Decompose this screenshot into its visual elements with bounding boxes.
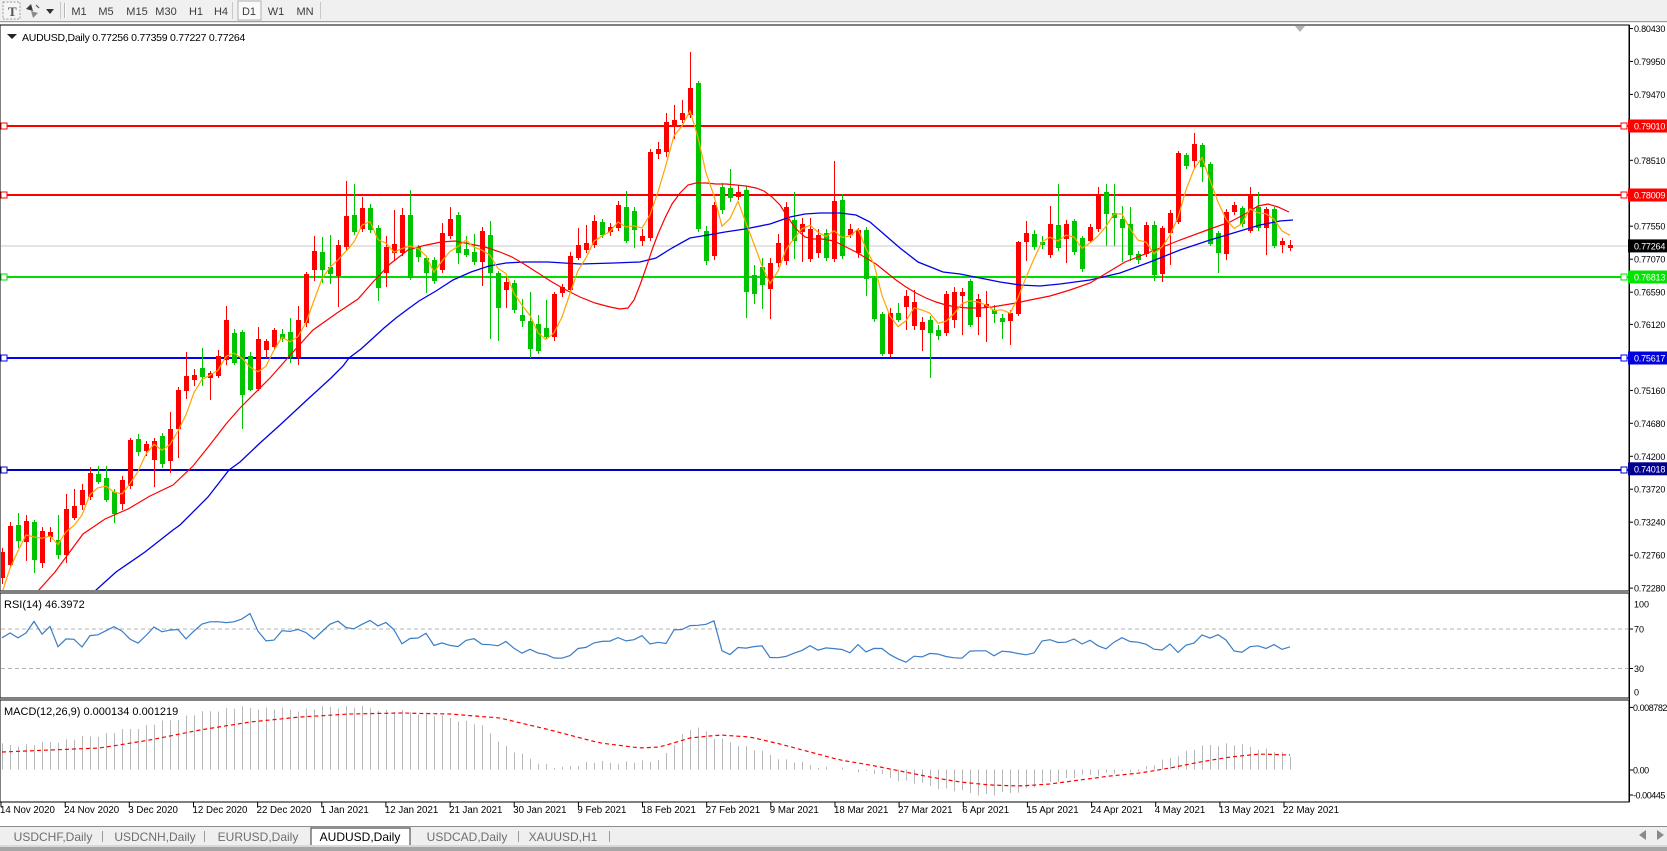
svg-text:27 Feb 2021: 27 Feb 2021 (706, 805, 760, 816)
svg-text:0.75160: 0.75160 (1634, 386, 1665, 396)
svg-text:T: T (8, 4, 17, 19)
svg-text:0.72760: 0.72760 (1634, 551, 1665, 561)
svg-text:D1: D1 (242, 6, 256, 18)
svg-text:0.008782: 0.008782 (1633, 703, 1667, 713)
svg-text:H4: H4 (214, 6, 228, 18)
svg-text:RSI(14) 46.3972: RSI(14) 46.3972 (4, 599, 85, 611)
svg-text:0: 0 (1634, 688, 1639, 698)
svg-text:0.78510: 0.78510 (1634, 156, 1665, 166)
svg-text:USDCAD,Daily: USDCAD,Daily (427, 830, 508, 844)
svg-text:6 Apr 2021: 6 Apr 2021 (962, 805, 1009, 816)
svg-text:22 May 2021: 22 May 2021 (1283, 805, 1339, 816)
svg-text:0.74680: 0.74680 (1634, 419, 1665, 429)
svg-text:30 Jan 2021: 30 Jan 2021 (513, 805, 566, 816)
svg-text:0.74018: 0.74018 (1634, 464, 1665, 474)
svg-text:USDCNH,Daily: USDCNH,Daily (114, 830, 195, 844)
svg-text:0.73240: 0.73240 (1634, 518, 1665, 528)
svg-text:MACD(12,26,9) 0.000134 0.00121: MACD(12,26,9) 0.000134 0.001219 (4, 706, 178, 718)
svg-text:EURUSD,Daily: EURUSD,Daily (218, 830, 299, 844)
svg-text:1 Jan 2021: 1 Jan 2021 (321, 805, 369, 816)
svg-text:27 Mar 2021: 27 Mar 2021 (898, 805, 952, 816)
svg-text:0.77264: 0.77264 (1634, 241, 1665, 251)
svg-text:3 Dec 2020: 3 Dec 2020 (128, 805, 178, 816)
svg-text:0.77550: 0.77550 (1634, 222, 1665, 232)
svg-text:22 Dec 2020: 22 Dec 2020 (257, 805, 313, 816)
svg-text:24 Nov 2020: 24 Nov 2020 (64, 805, 120, 816)
svg-text:M30: M30 (155, 6, 176, 18)
svg-text:H1: H1 (189, 6, 203, 18)
svg-text:0.74200: 0.74200 (1634, 452, 1665, 462)
svg-text:0.73720: 0.73720 (1634, 485, 1665, 495)
svg-text:-0.00445: -0.00445 (1633, 791, 1665, 801)
svg-text:18 Feb 2021: 18 Feb 2021 (642, 805, 696, 816)
svg-text:9 Mar 2021: 9 Mar 2021 (770, 805, 819, 816)
svg-text:0.78009: 0.78009 (1634, 191, 1665, 201)
svg-text:0.00: 0.00 (1633, 766, 1649, 776)
svg-text:0.76590: 0.76590 (1634, 288, 1665, 298)
svg-text:14 Nov 2020: 14 Nov 2020 (0, 805, 56, 816)
svg-text:0.75617: 0.75617 (1634, 354, 1665, 364)
svg-text:AUDUSD,Daily: AUDUSD,Daily (320, 830, 401, 844)
svg-text:13 May 2021: 13 May 2021 (1219, 805, 1275, 816)
svg-text:0.79470: 0.79470 (1634, 90, 1665, 100)
svg-text:0.79010: 0.79010 (1634, 122, 1665, 132)
svg-text:0.72280: 0.72280 (1634, 584, 1665, 594)
svg-text:12 Jan 2021: 12 Jan 2021 (385, 805, 438, 816)
svg-text:0.77070: 0.77070 (1634, 255, 1665, 265)
svg-text:4 May 2021: 4 May 2021 (1155, 805, 1206, 816)
svg-text:21 Jan 2021: 21 Jan 2021 (449, 805, 502, 816)
svg-text:M15: M15 (126, 6, 147, 18)
svg-text:70: 70 (1634, 625, 1644, 635)
svg-text:M1: M1 (71, 6, 86, 18)
svg-text:AUDUSD,Daily 0.77256 0.77359: AUDUSD,Daily 0.77256 0.77359 0.77227 0.7… (22, 32, 245, 44)
svg-text:24 Apr 2021: 24 Apr 2021 (1091, 805, 1143, 816)
svg-text:12 Dec 2020: 12 Dec 2020 (193, 805, 249, 816)
svg-text:30: 30 (1634, 664, 1644, 674)
svg-text:W1: W1 (268, 6, 285, 18)
svg-text:XAUUSD,H1: XAUUSD,H1 (529, 830, 598, 844)
svg-text:0.76120: 0.76120 (1634, 320, 1665, 330)
svg-text:9 Feb 2021: 9 Feb 2021 (577, 805, 626, 816)
svg-text:15 Apr 2021: 15 Apr 2021 (1026, 805, 1078, 816)
svg-text:100: 100 (1634, 600, 1649, 610)
svg-text:0.80430: 0.80430 (1634, 24, 1665, 34)
svg-text:0.79950: 0.79950 (1634, 57, 1665, 67)
svg-text:M5: M5 (98, 6, 113, 18)
svg-text:0.76813: 0.76813 (1634, 273, 1665, 283)
svg-text:MN: MN (296, 6, 313, 18)
svg-text:USDCHF,Daily: USDCHF,Daily (14, 830, 93, 844)
svg-text:18 Mar 2021: 18 Mar 2021 (834, 805, 888, 816)
